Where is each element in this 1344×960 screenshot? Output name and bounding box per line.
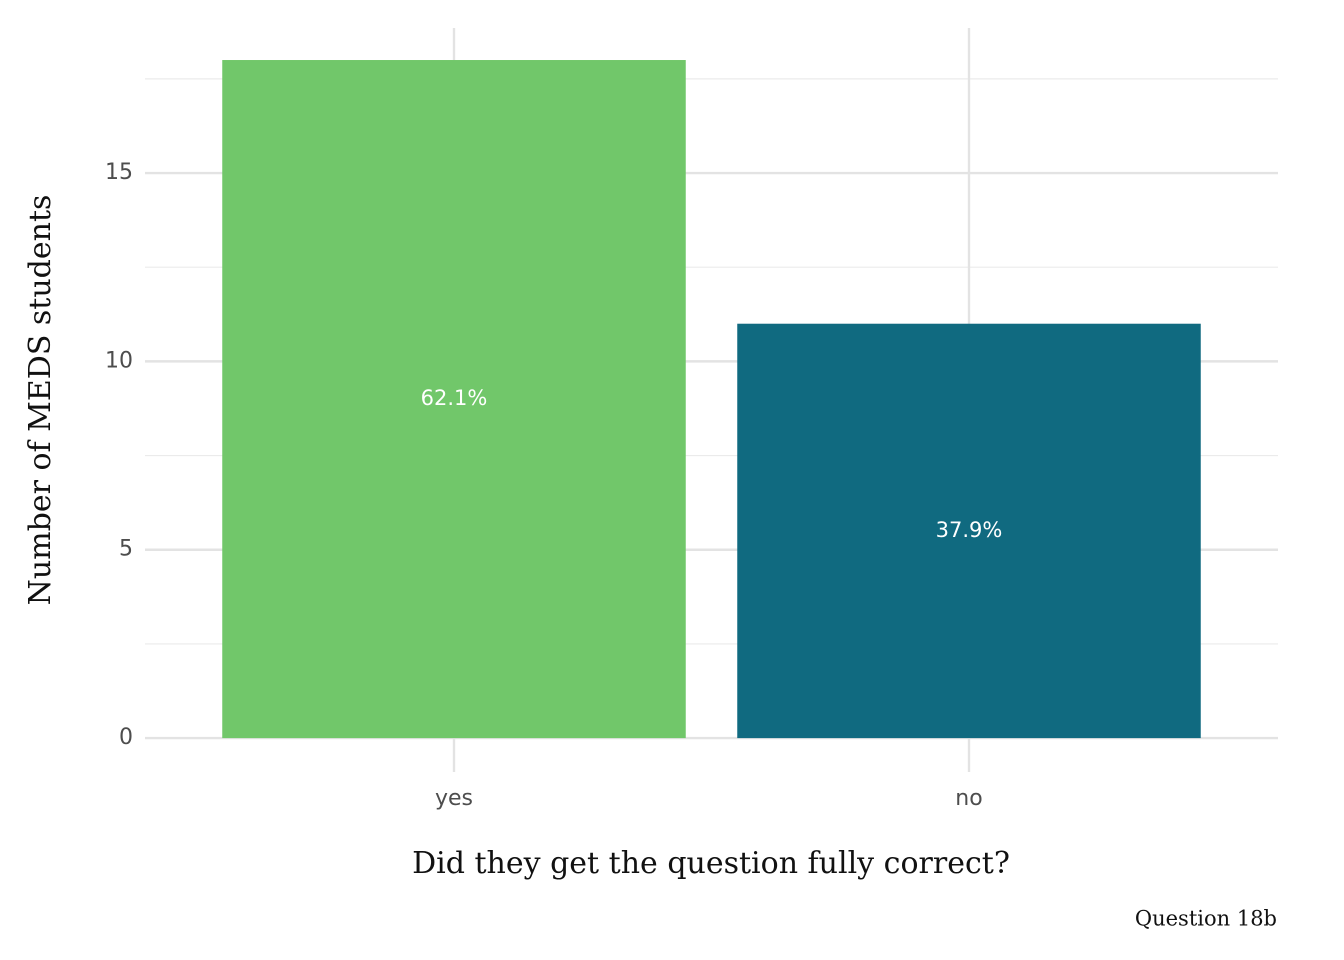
- x-tick-label: yes: [435, 786, 473, 811]
- x-axis-title: Did they get the question fully correct?: [412, 846, 1010, 881]
- bar-annotation: 37.9%: [936, 518, 1003, 542]
- y-axis-title: Number of MEDS students: [23, 195, 58, 606]
- y-tick-label: 15: [105, 160, 133, 185]
- y-tick-label: 5: [119, 537, 133, 562]
- y-tick-label: 10: [105, 348, 133, 373]
- x-tick-label: no: [955, 786, 982, 811]
- bar: [737, 323, 1201, 739]
- marks: [222, 60, 1201, 739]
- y-tick-label: 0: [119, 725, 133, 750]
- caption: Question 18b: [1135, 907, 1277, 931]
- bar-annotation: 62.1%: [421, 386, 488, 410]
- bar: [222, 60, 686, 739]
